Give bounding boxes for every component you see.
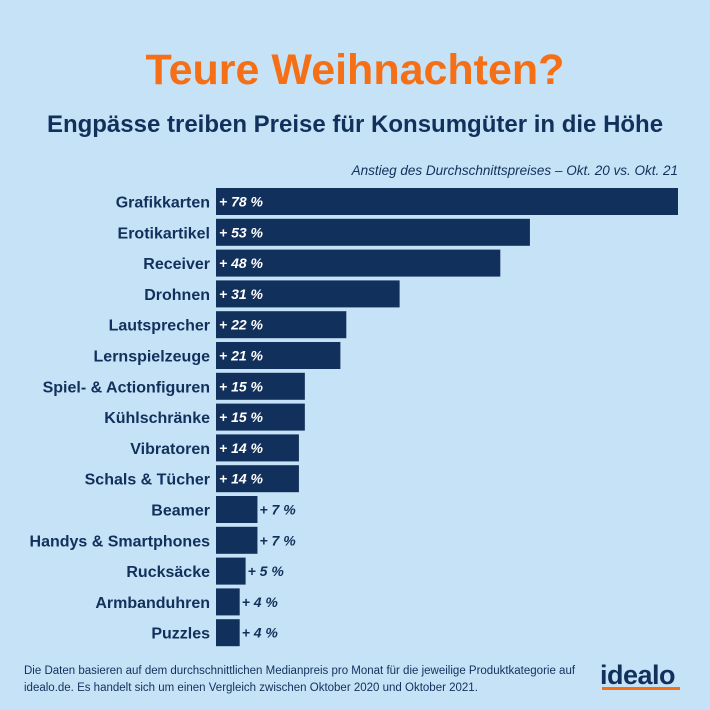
data-label: + 21 % xyxy=(219,348,264,364)
data-label: + 53 % xyxy=(219,224,264,240)
category-label: Lernspielzeuge xyxy=(94,349,211,366)
category-label: Kühlschränke xyxy=(104,410,210,427)
bar xyxy=(216,311,347,339)
category-label: Drohnen xyxy=(144,287,210,304)
data-label: + 31 % xyxy=(219,286,264,302)
bar xyxy=(216,249,501,277)
data-label: + 14 % xyxy=(219,440,264,456)
chart-title: Teure Weihnachten? xyxy=(145,46,565,94)
bar xyxy=(216,465,299,493)
data-label: + 78 % xyxy=(219,194,264,210)
category-label: Erotikartikel xyxy=(118,225,210,242)
footer-note-line-2: idealo.de. Es handelt sich um einen Verg… xyxy=(24,682,478,694)
bar xyxy=(216,588,240,616)
category-label: Spiel- & Actionfiguren xyxy=(43,379,210,396)
data-label: + 7 % xyxy=(259,502,296,518)
logo-underline xyxy=(602,687,680,690)
idealo-logo: idealo xyxy=(600,660,676,690)
bar xyxy=(216,619,240,647)
bar xyxy=(216,218,530,246)
data-label: + 22 % xyxy=(219,317,264,333)
chart-caption: Anstieg des Durchschnittspreises – Okt. … xyxy=(351,163,678,178)
data-label: + 4 % xyxy=(242,625,279,641)
category-label: Beamer xyxy=(151,503,210,520)
bar xyxy=(216,496,258,523)
bar xyxy=(216,342,341,369)
bar xyxy=(216,403,305,431)
data-label: + 15 % xyxy=(219,409,264,425)
category-label: Receiver xyxy=(143,256,210,273)
bar xyxy=(216,280,400,308)
category-label: Armbanduhren xyxy=(95,595,210,612)
bar xyxy=(216,372,305,400)
category-label: Vibratoren xyxy=(130,441,210,458)
footer-note: Die Daten basieren auf dem durchschnittl… xyxy=(24,663,584,697)
bar-chart: Grafikkarten + 78 % Erotikartikel + 53 % Rec… xyxy=(30,188,678,647)
bar xyxy=(216,557,246,585)
bar xyxy=(216,188,678,215)
data-label: + 7 % xyxy=(259,532,296,548)
category-label: Schals & Tücher xyxy=(85,472,210,489)
data-label: + 14 % xyxy=(219,471,264,487)
data-label: + 48 % xyxy=(219,255,264,271)
bar xyxy=(216,434,299,462)
data-label: + 4 % xyxy=(242,594,279,610)
category-label: Rucksäcke xyxy=(126,564,210,581)
data-label: + 15 % xyxy=(219,378,264,394)
footer-note-line-1: Die Daten basieren auf dem durchschnittl… xyxy=(24,665,576,677)
category-label: Puzzles xyxy=(151,626,210,643)
chart-subtitle: Engpässe treiben Preise für Konsumgüter … xyxy=(46,111,664,138)
category-label: Lautsprecher xyxy=(109,318,210,335)
category-label: Handys & Smartphones xyxy=(30,533,211,550)
data-label: + 5 % xyxy=(248,563,285,579)
bar xyxy=(216,526,258,554)
category-label: Grafikkarten xyxy=(116,195,210,212)
